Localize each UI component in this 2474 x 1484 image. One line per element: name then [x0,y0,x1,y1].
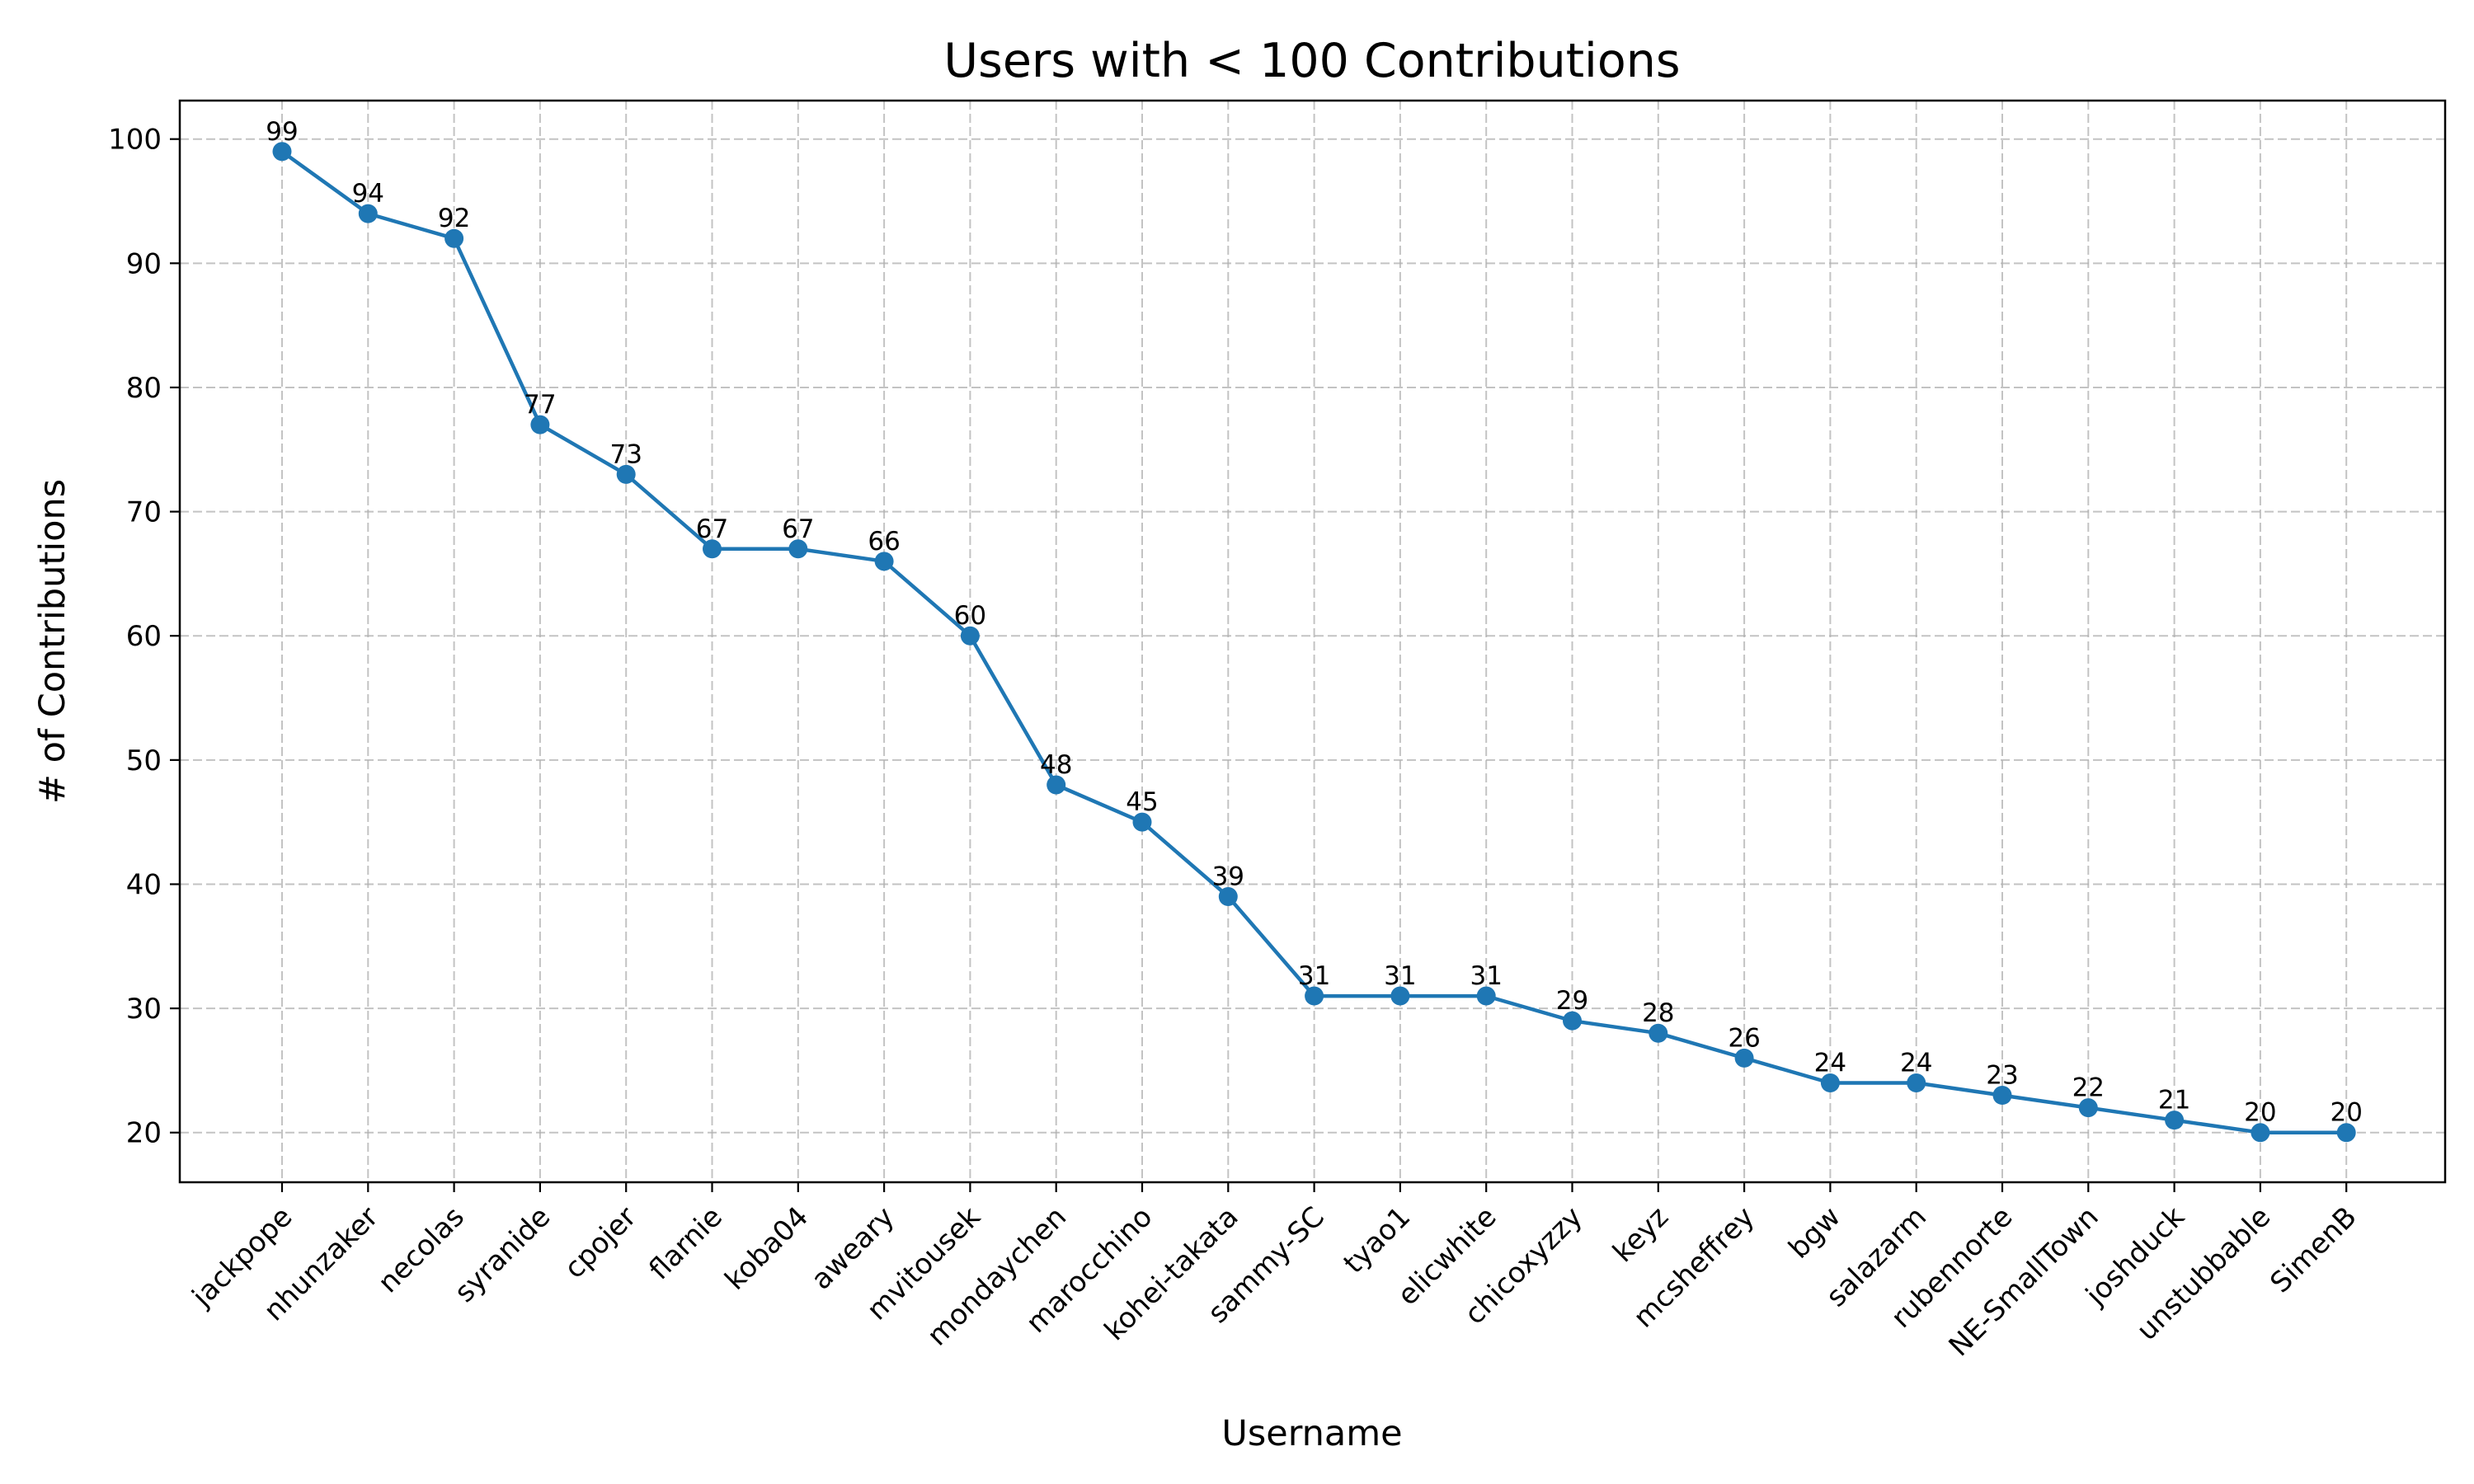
y-tick-label: 30 [126,993,162,1026]
data-label: 45 [1126,787,1158,817]
data-label: 39 [1212,862,1244,892]
data-point [2251,1123,2270,1143]
data-label: 20 [2244,1098,2276,1128]
data-label: 23 [1986,1061,2018,1091]
y-tick-label: 50 [126,744,162,777]
y-axis-label: # of Contributions [32,479,73,804]
y-tick-label: 40 [126,868,162,901]
data-label: 73 [609,439,642,469]
data-point [358,204,378,223]
data-label: 67 [696,514,728,544]
data-label: 31 [1470,961,1502,991]
data-point [2336,1123,2356,1143]
data-label: 31 [1298,961,1330,991]
x-tick-label: tyao1 [1338,1200,1418,1280]
data-label: 99 [266,117,298,147]
y-tick-label: 90 [126,247,162,280]
y-tick-label: 100 [108,124,162,157]
data-point [616,464,636,484]
data-point [1476,986,1496,1006]
data-label: 21 [2158,1086,2190,1115]
x-tick-label: flarnie [643,1200,729,1286]
data-point [960,626,980,646]
data-point [1305,986,1324,1006]
y-tick-label: 60 [126,620,162,653]
data-label: 29 [1556,986,1588,1016]
data-point [1132,812,1152,832]
data-point [1390,986,1410,1006]
data-label: 48 [1040,750,1072,780]
data-point [530,415,550,434]
data-point [703,539,722,559]
y-tick-label: 20 [126,1117,162,1150]
x-tick-label: cpojer [558,1200,643,1285]
x-tick-label: keyz [1606,1200,1675,1269]
data-label: 28 [1642,998,1674,1028]
data-label: 77 [524,390,556,420]
data-label: 66 [868,527,900,556]
data-point [1218,887,1238,907]
data-labels: 99 94 92 77 73 67 67 66 60 48 45 39 31 31 31 29 28 26 24 24… [266,117,2363,1128]
plot-frame [178,99,2447,1184]
data-point [1047,775,1066,795]
data-point [272,142,292,162]
data-point [1992,1086,2012,1106]
data-point [874,552,894,571]
data-label: 31 [1384,961,1416,991]
data-point [1649,1023,1668,1043]
x-tick-label: SimenB [2264,1200,2363,1299]
x-tick-label: koba04 [719,1200,816,1297]
data-point [2078,1098,2098,1118]
x-axis-label: Username [1221,1413,1402,1454]
data-point [1820,1073,1840,1092]
data-label: 24 [1814,1048,1846,1078]
data-label: 20 [2330,1098,2362,1128]
data-label: 24 [1900,1048,1932,1078]
data-label: 94 [352,179,384,209]
data-label: 67 [782,514,814,544]
data-point [1734,1048,1754,1068]
y-axis-ticks: 20 30 40 50 60 70 80 90 100 [108,124,180,1150]
data-label: 60 [954,601,986,631]
data-label: 22 [2072,1073,2105,1103]
data-point [788,539,808,559]
y-tick-label: 70 [126,496,162,529]
x-tick-label: NE-SmallTown [1943,1200,2105,1363]
x-tick-label: bgw [1782,1200,1846,1265]
data-label: 92 [438,204,470,233]
data-points [272,142,2356,1143]
data-point [1907,1073,1926,1092]
data-point [444,228,464,248]
grid [180,101,2445,1182]
y-tick-label: 80 [126,372,162,405]
data-label: 26 [1728,1023,1760,1053]
data-point [1563,1011,1582,1031]
x-tick-label: syranide [449,1200,557,1309]
data-point [2165,1111,2185,1130]
chart-title: Users with < 100 Contributions [943,34,1680,88]
